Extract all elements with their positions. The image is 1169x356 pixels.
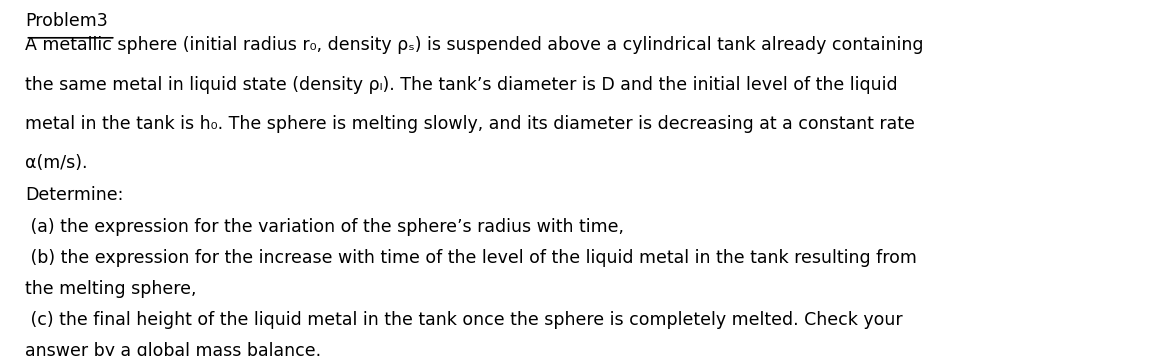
- Text: α(m/s).: α(m/s).: [26, 154, 88, 172]
- Text: (b) the expression for the increase with time of the level of the liquid metal i: (b) the expression for the increase with…: [26, 250, 918, 267]
- Text: metal in the tank is h₀. The sphere is melting slowly, and its diameter is decre: metal in the tank is h₀. The sphere is m…: [26, 115, 915, 133]
- Text: (a) the expression for the variation of the sphere’s radius with time,: (a) the expression for the variation of …: [26, 218, 624, 236]
- Text: the same metal in liquid state (density ρₗ). The tank’s diameter is D and the in: the same metal in liquid state (density …: [26, 75, 898, 94]
- Text: (c) the final height of the liquid metal in the tank once the sphere is complete: (c) the final height of the liquid metal…: [26, 312, 904, 329]
- Text: Problem3: Problem3: [26, 12, 109, 30]
- Text: Determine:: Determine:: [26, 186, 124, 204]
- Text: the melting sphere,: the melting sphere,: [26, 280, 196, 298]
- Text: A metallic sphere (initial radius r₀, density ρₛ) is suspended above a cylindric: A metallic sphere (initial radius r₀, de…: [26, 36, 924, 54]
- Text: answer by a global mass balance.: answer by a global mass balance.: [26, 342, 321, 356]
